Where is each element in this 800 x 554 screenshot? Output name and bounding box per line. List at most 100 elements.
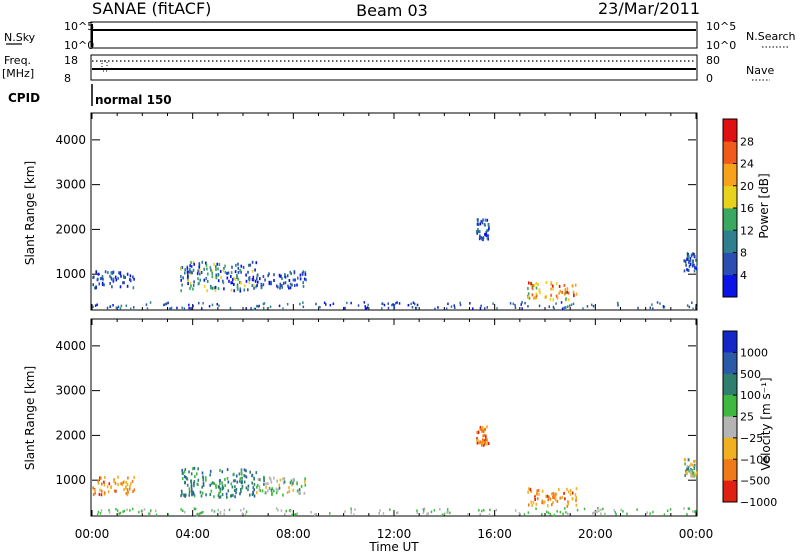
beam-title: Beam 03 <box>356 1 428 20</box>
near-range-cell <box>364 307 367 311</box>
echo-cell <box>684 260 687 264</box>
near-range-cell <box>496 307 498 310</box>
colorbar-segment <box>723 274 737 298</box>
echo-cell <box>199 272 201 276</box>
near-range-cell <box>514 306 517 309</box>
echo-cell <box>191 489 193 493</box>
echo-cell <box>256 283 258 287</box>
near-range-cell <box>289 510 292 513</box>
near-range-cell <box>92 305 94 309</box>
near-range-cell <box>266 307 269 310</box>
near-range-cell <box>278 304 281 308</box>
nsky-panel <box>90 21 698 49</box>
near-range-cell <box>459 301 461 305</box>
near-range-cell <box>176 306 178 310</box>
near-range-cell <box>119 307 122 310</box>
echo-cell <box>534 498 536 501</box>
near-range-cell <box>411 306 414 309</box>
near-range-cell <box>600 512 602 515</box>
nave-label: Nave <box>746 64 774 77</box>
echo-cell <box>259 277 261 281</box>
colorbar-tick-label: 100 <box>740 389 761 402</box>
echo-cell <box>483 428 486 432</box>
echo-cell <box>251 481 253 485</box>
echo-cell <box>123 488 125 491</box>
near-range-cell <box>576 508 579 512</box>
echo-cell <box>126 272 129 276</box>
colorbar-tick-label: −100 <box>740 453 770 466</box>
echo-cell <box>486 218 489 222</box>
echo-cell <box>255 261 258 265</box>
echo-cell <box>182 276 184 280</box>
near-range-cell <box>286 303 289 306</box>
echo-cell <box>181 492 183 496</box>
echo-cell <box>221 470 224 474</box>
near-range-cell <box>514 509 517 512</box>
echo-cell <box>124 276 126 279</box>
echo-cell <box>205 263 208 267</box>
near-range-cell <box>365 307 368 310</box>
echo-cell <box>571 497 574 501</box>
echo-cell <box>556 499 559 503</box>
echo-cell <box>232 479 235 483</box>
echo-cell <box>563 491 565 495</box>
echo-cell <box>101 482 103 486</box>
echo-cell <box>553 496 556 500</box>
echo-cell <box>235 263 237 267</box>
echo-cell <box>99 277 102 281</box>
echo-cell <box>548 495 550 499</box>
echo-cell <box>253 488 255 492</box>
echo-cell <box>223 267 225 270</box>
near-range-cell <box>453 304 455 307</box>
near-range-cell <box>167 301 169 305</box>
echo-cell <box>211 271 213 275</box>
near-range-cell <box>350 509 352 513</box>
echo-cell <box>273 273 275 277</box>
colorbar-tick-label: −1000 <box>740 496 777 509</box>
echo-cell <box>213 482 216 486</box>
near-range-cell <box>243 507 245 511</box>
echo-cell <box>537 283 539 286</box>
near-range-cell <box>353 513 355 516</box>
echo-cell <box>273 279 275 282</box>
near-range-cell <box>223 512 225 516</box>
near-range-cell <box>427 512 430 515</box>
echo-cell <box>691 253 693 257</box>
near-range-cell <box>325 303 327 306</box>
echo-cell <box>486 437 488 441</box>
near-range-cell <box>692 510 694 513</box>
near-range-cell <box>275 507 278 510</box>
echo-cell <box>289 481 292 485</box>
echo-cell <box>201 260 204 264</box>
echo-cell <box>247 270 249 274</box>
echo-cell <box>256 277 258 281</box>
echo-cell <box>565 297 567 301</box>
echo-cell <box>549 297 552 301</box>
colorbar-segment <box>723 395 737 417</box>
near-range-cell <box>518 512 521 515</box>
echo-cell <box>109 274 111 278</box>
echo-cell <box>95 270 98 274</box>
echo-cell <box>198 269 201 273</box>
near-range-cell <box>486 306 488 309</box>
near-range-cell <box>614 511 617 514</box>
echo-cell <box>234 479 236 483</box>
echo-cell <box>243 480 246 484</box>
echo-cell <box>239 268 241 272</box>
echo-cell <box>476 439 478 442</box>
echo-cell <box>104 476 106 479</box>
echo-cell <box>303 277 306 281</box>
echo-cell <box>183 470 186 474</box>
echo-cell <box>302 281 304 285</box>
echo-cell <box>231 485 234 489</box>
echo-cell <box>127 490 129 494</box>
echo-cell <box>533 284 536 288</box>
echo-cell <box>107 271 109 275</box>
echo-cell <box>536 489 538 493</box>
near-range-cell <box>256 304 258 308</box>
echo-cell <box>693 459 695 463</box>
echo-cell <box>684 473 686 477</box>
echo-cell <box>539 291 541 295</box>
echo-cell <box>256 491 258 495</box>
near-range-cell <box>350 301 352 305</box>
